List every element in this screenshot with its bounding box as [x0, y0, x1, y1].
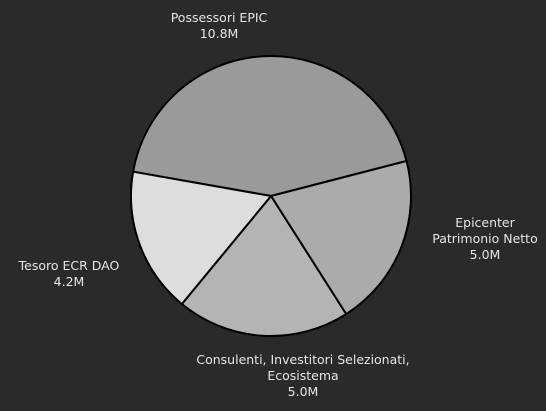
pie-slice [180, 195, 348, 337]
pie-slice [130, 170, 272, 305]
slice-label: Consulenti, Investitori Selezionati, Ecos… [196, 352, 409, 399]
pie-slice [270, 159, 412, 316]
slice-value-label: 10.8M [200, 26, 239, 41]
slice-value-label: 5.0M [470, 247, 501, 262]
pie-labels: Possessori EPIC 10.8M Epicenter Patrimonio … [18, 10, 538, 399]
slice-label: Epicenter Patrimonio Netto 5.0M [432, 215, 537, 262]
pie-slice [132, 55, 408, 197]
slice-name-label: Consulenti, Investitori Selezionati, [196, 352, 409, 367]
slice-name-label: Tesoro ECR DAO [18, 258, 120, 273]
slice-name-label: Possessori EPIC [171, 10, 268, 25]
slice-name-label: Ecosistema [267, 368, 338, 383]
slice-value-label: 4.2M [54, 274, 85, 289]
pie-slices [130, 55, 412, 337]
slice-label: Possessori EPIC 10.8M [171, 10, 268, 41]
slice-label: Tesoro ECR DAO 4.2M [18, 258, 120, 289]
slice-name-label: Patrimonio Netto [432, 231, 537, 246]
slice-value-label: 5.0M [288, 384, 319, 399]
slice-name-label: Epicenter [455, 215, 515, 230]
